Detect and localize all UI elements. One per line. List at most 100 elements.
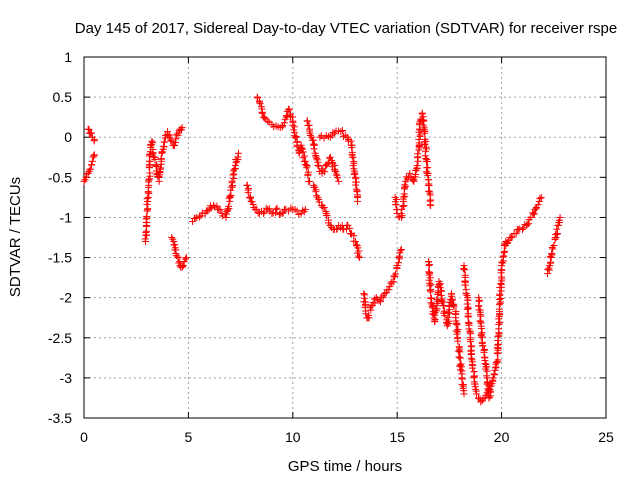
data-point: [332, 170, 340, 178]
grid-lines: [84, 57, 606, 418]
data-point: [264, 117, 272, 125]
data-point: [216, 206, 224, 214]
y-tick-label: -2: [60, 290, 73, 306]
data-point: [398, 205, 406, 213]
data-point: [365, 311, 373, 319]
data-point: [170, 241, 178, 249]
data-point: [500, 249, 508, 257]
data-point: [174, 253, 182, 261]
data-point: [437, 297, 445, 305]
data-point: [90, 136, 98, 144]
data-point: [226, 192, 234, 200]
data-point: [494, 356, 502, 364]
data-point: [518, 225, 526, 233]
y-tick-label: -3.5: [48, 410, 72, 426]
data-point: [297, 209, 305, 217]
data-point: [312, 188, 320, 196]
data-point: [548, 250, 556, 258]
x-tick-label: 20: [494, 429, 510, 445]
data-point: [475, 296, 483, 304]
data-point: [424, 171, 432, 179]
data-point: [254, 209, 262, 217]
data-point: [472, 385, 480, 393]
data-point: [376, 298, 384, 306]
data-point: [360, 290, 368, 298]
data-point: [423, 158, 431, 166]
data-point: [308, 133, 316, 141]
data-point: [453, 319, 461, 327]
data-point: [158, 149, 166, 157]
data-point: [445, 317, 453, 325]
data-point: [160, 138, 168, 146]
data-point: [293, 143, 301, 151]
data-point: [498, 275, 506, 283]
data-point: [253, 205, 261, 213]
x-tick-label: 10: [285, 429, 301, 445]
data-point: [342, 225, 350, 233]
data-point: [144, 205, 152, 213]
data-point: [392, 201, 400, 209]
data-point: [157, 155, 165, 163]
data-point: [235, 149, 243, 157]
data-point: [356, 254, 364, 262]
data-point: [530, 210, 538, 218]
data-point: [536, 195, 544, 203]
data-point: [483, 380, 491, 388]
data-point: [243, 181, 251, 189]
data-point: [401, 181, 409, 189]
data-point: [145, 176, 153, 184]
data-point: [90, 151, 98, 159]
data-point: [500, 252, 508, 260]
data-point: [329, 129, 337, 137]
data-point: [389, 278, 397, 286]
data-point: [197, 212, 205, 220]
data-point: [414, 150, 422, 158]
data-point: [475, 394, 483, 402]
data-point: [285, 105, 293, 113]
data-point: [326, 153, 334, 161]
data-point: [392, 196, 400, 204]
data-point: [537, 193, 545, 201]
data-point: [348, 150, 356, 158]
data-point: [456, 354, 464, 362]
data-point: [481, 345, 489, 353]
data-point: [320, 204, 328, 212]
data-point: [477, 322, 485, 330]
data-point: [395, 259, 403, 267]
data-point: [454, 337, 462, 345]
plot-frame: [83, 56, 607, 419]
data-point: [449, 301, 457, 309]
x-tick-label: 25: [598, 429, 614, 445]
data-point: [168, 137, 176, 145]
data-point: [346, 224, 354, 232]
data-point: [460, 265, 468, 273]
data-point: [271, 209, 279, 217]
data-point: [460, 266, 468, 274]
data-point: [166, 133, 174, 141]
data-point: [349, 162, 357, 170]
data-point: [157, 164, 165, 172]
data-point: [234, 153, 242, 161]
data-point: [310, 145, 318, 153]
data-point: [168, 234, 176, 241]
data-point: [549, 245, 557, 253]
data-point: [351, 238, 359, 246]
data-point: [280, 119, 288, 127]
data-point: [480, 348, 488, 356]
data-point: [258, 109, 266, 117]
data-point: [487, 382, 495, 390]
data-point: [244, 189, 252, 197]
data-point: [333, 225, 341, 233]
data-point: [450, 303, 458, 311]
data-point: [323, 212, 331, 220]
data-point: [425, 268, 433, 276]
data-point: [454, 347, 462, 355]
data-point: [172, 131, 180, 139]
data-point: [425, 187, 433, 195]
data-point: [426, 286, 434, 294]
data-point: [304, 168, 312, 176]
data-point: [467, 354, 475, 362]
data-point: [285, 106, 293, 114]
y-tick-label: -0.5: [48, 169, 72, 185]
data-point: [340, 133, 348, 141]
